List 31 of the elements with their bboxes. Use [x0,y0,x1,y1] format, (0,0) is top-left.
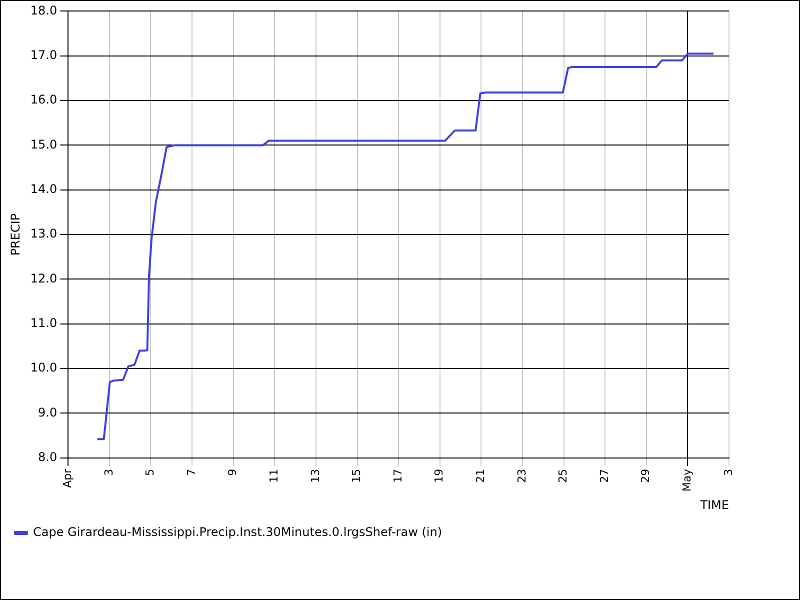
legend-label: Cape Girardeau-Mississippi.Precip.Inst.30Minutes.0.lrgsShef-raw (in) [33,525,442,540]
x-tick-label: 27 [598,468,611,483]
x-tick-label: 3 [102,468,116,476]
x-tick-label: 29 [639,468,652,483]
y-tick-label: 12.0 [30,271,58,286]
x-tick-label: 11 [268,468,281,483]
x-tick-label: Apr [60,468,74,488]
x-axis-title: TIME [699,498,729,512]
x-tick-label: 7 [184,468,198,476]
x-tick-label: May [680,468,694,492]
x-tick-label: 25 [556,468,570,483]
x-tick-label: 23 [515,468,528,483]
y-tick-label: 17.0 [30,48,58,62]
y-tick-label: 10.0 [30,360,58,375]
x-tick-label: 9 [226,468,240,476]
x-tick-label: 15 [350,468,364,483]
y-tick-label: 18.0 [30,3,58,18]
x-tick-label: 3 [722,468,735,476]
y-tick-label: 16.0 [30,92,58,107]
y-tick-label: 15.0 [30,137,58,152]
x-tick-label: 5 [144,468,157,476]
y-tick-label: 9.0 [38,405,58,420]
x-tick-label: 21 [474,468,488,483]
y-axis-title: PRECIP [8,213,22,256]
x-tick-label: 17 [391,468,404,483]
y-tick-label: 8.0 [38,450,58,464]
x-tick-label: 13 [308,468,322,483]
x-tick-label: 19 [432,468,446,483]
y-tick-label: 13.0 [30,226,58,241]
y-tick-label: 11.0 [30,316,58,330]
y-tick-label: 14.0 [30,182,58,196]
